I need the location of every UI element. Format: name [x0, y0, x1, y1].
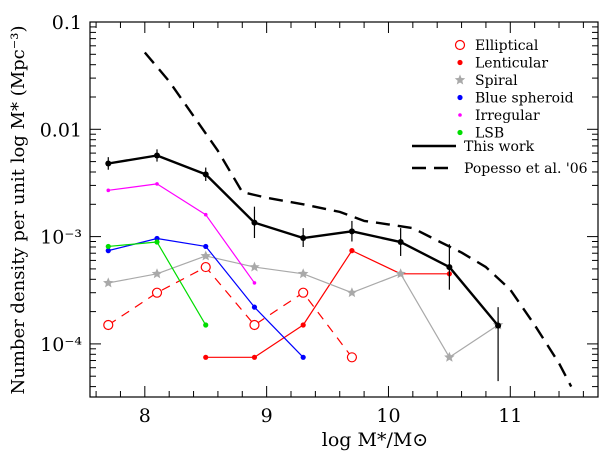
series-line — [205, 250, 450, 358]
data-point — [249, 261, 260, 272]
series-irregular — [106, 182, 257, 285]
data-point — [106, 188, 111, 193]
y-tick-label: 0.01 — [40, 119, 82, 141]
y-tick-label: 10⁻³ — [40, 227, 82, 249]
x-tick-label: 9 — [261, 405, 273, 427]
data-point — [346, 352, 358, 363]
data-point — [495, 322, 502, 329]
legend-label: Popesso et al. '06 — [464, 161, 588, 177]
data-point — [348, 228, 355, 235]
data-point — [251, 304, 258, 310]
data-point — [203, 322, 209, 328]
data-point — [251, 219, 258, 226]
legend-marker — [457, 59, 463, 66]
data-point — [297, 268, 309, 279]
data-point — [444, 351, 455, 362]
series-blue-spheroid — [105, 235, 306, 360]
data-point — [105, 248, 111, 254]
data-point — [200, 250, 211, 261]
legend-label: This work — [464, 139, 535, 155]
legend-label: Spiral — [475, 73, 518, 89]
data-point — [349, 248, 355, 254]
data-point — [346, 287, 358, 298]
data-point — [103, 277, 114, 288]
data-point — [202, 171, 209, 178]
series-line — [108, 183, 255, 284]
legend-marker — [454, 74, 466, 85]
data-point — [300, 322, 306, 328]
legend-label: Blue spheroid — [475, 91, 574, 107]
data-point — [154, 152, 161, 159]
x-tick-label: 11 — [498, 405, 522, 427]
x-tick-label: 10 — [376, 405, 400, 427]
plot-frame — [89, 21, 599, 398]
y-tick-label: 0.1 — [52, 12, 82, 34]
series-lsb — [105, 239, 209, 328]
legend-marker — [458, 113, 462, 117]
legend-label: LSB — [475, 126, 504, 142]
data-point — [151, 268, 163, 279]
legend-label: Elliptical — [475, 38, 539, 54]
legend-label: Lenticular — [475, 56, 548, 72]
data-point — [151, 287, 163, 298]
data-point — [252, 281, 257, 285]
data-point — [105, 243, 111, 250]
legend-marker — [457, 94, 463, 101]
data-point — [300, 235, 307, 242]
data-point — [154, 239, 160, 245]
data-point — [203, 212, 208, 217]
series-elliptical — [103, 261, 358, 363]
series-spiral — [103, 250, 504, 362]
data-point — [249, 319, 260, 331]
y-tick-label: 10⁻⁴ — [40, 334, 82, 356]
x-axis-label: log M*/M⊙ — [322, 429, 428, 451]
series-layer — [103, 51, 573, 388]
series-line — [143, 51, 573, 388]
data-point — [155, 182, 159, 186]
legend-label: Irregular — [475, 108, 540, 124]
data-point — [446, 264, 453, 271]
data-point — [203, 243, 209, 250]
series-line — [107, 266, 353, 358]
data-point — [300, 354, 306, 360]
legend-marker — [457, 129, 463, 136]
series-line — [108, 241, 207, 326]
axes-layer: 8 9 10 11 0.1 0.01 10⁻³ 10⁻⁴ — [40, 12, 599, 427]
series-popesso-et-al-06 — [143, 51, 573, 388]
data-point — [395, 268, 406, 279]
y-axis-label: Number density per unit log M* (Mpc⁻³) — [8, 26, 29, 395]
data-point — [397, 239, 404, 246]
data-point — [203, 354, 209, 360]
data-point — [251, 354, 258, 360]
legend-marker — [454, 39, 466, 51]
x-tick-label: 8 — [139, 405, 151, 427]
data-point — [105, 160, 112, 167]
series-this-work — [105, 149, 502, 382]
data-point — [298, 287, 309, 298]
data-point — [200, 261, 211, 273]
data-point — [103, 319, 114, 331]
series-lenticular — [203, 248, 452, 360]
